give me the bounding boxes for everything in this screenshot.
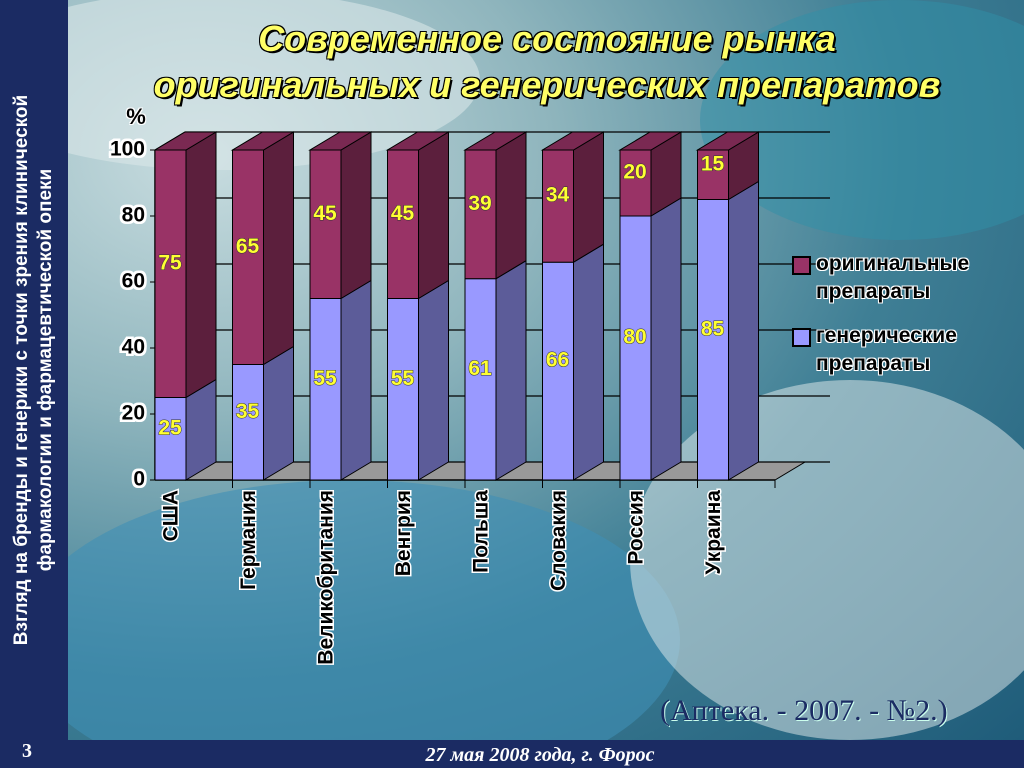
bar xyxy=(232,149,264,365)
footer-bar xyxy=(0,740,1024,768)
bar-side xyxy=(573,243,604,481)
bar xyxy=(619,149,652,217)
data-label: 15 xyxy=(701,152,725,175)
x-tick-label: Россия xyxy=(625,490,648,565)
bar xyxy=(542,149,574,263)
source: (Аптека. - 2007. - №2.) xyxy=(660,694,948,727)
y-tick-label: 40 xyxy=(122,336,145,359)
bar-top xyxy=(695,131,761,151)
data-label: 45 xyxy=(313,202,337,225)
bar-side xyxy=(418,279,449,481)
x-tick-label: Германия xyxy=(237,490,260,590)
bar-side xyxy=(650,197,682,481)
data-label: 25 xyxy=(158,416,182,439)
bar-side xyxy=(573,131,604,264)
bar-top xyxy=(463,131,528,151)
data-label: 55 xyxy=(391,367,415,390)
bar-side xyxy=(340,279,372,481)
bar-top xyxy=(230,131,296,151)
bar xyxy=(154,149,187,398)
x-tick-label: Польша xyxy=(470,490,493,573)
y-axis-label: % xyxy=(126,104,146,129)
data-label: 66 xyxy=(546,349,569,372)
legend-label: генерические препараты xyxy=(816,324,957,375)
x-tick-label: Венгрия xyxy=(392,490,415,576)
legend-swatch xyxy=(792,256,811,275)
bar-side xyxy=(263,131,294,366)
bar xyxy=(309,149,342,299)
footer-text: 27 мая 2008 года, г. Форос xyxy=(425,744,655,766)
bar-top xyxy=(385,131,451,151)
bar-side xyxy=(728,180,759,481)
chart-title: Современное состояние рынка оригинальных… xyxy=(153,18,941,105)
bar-top xyxy=(618,131,683,151)
data-label: 20 xyxy=(623,161,646,184)
bar-top xyxy=(153,131,218,151)
legend-entry: оригинальные препараты xyxy=(792,250,1024,306)
slide-number: 3 xyxy=(22,740,32,762)
data-label: 55 xyxy=(313,367,337,390)
x-tick-label: США xyxy=(160,490,183,541)
bar-side xyxy=(418,131,449,300)
data-label: 85 xyxy=(701,317,725,340)
bar xyxy=(154,397,187,481)
bar-side xyxy=(185,131,217,399)
data-label: 35 xyxy=(236,400,260,423)
data-label: 45 xyxy=(391,202,415,225)
data-label: 34 xyxy=(546,184,570,207)
y-tick-label: 20 xyxy=(122,402,145,425)
legend-swatch xyxy=(792,328,811,347)
bar xyxy=(697,199,729,481)
y-tick-label: 60 xyxy=(122,270,145,293)
legend-label: оригинальные препараты xyxy=(816,252,970,303)
bar-side xyxy=(495,259,527,481)
bar-side xyxy=(263,345,294,481)
sidebar: Взгляд на бренды и генерики с точки зрен… xyxy=(0,0,68,740)
bar-side xyxy=(495,131,527,280)
bar-side xyxy=(340,131,372,300)
data-label: 39 xyxy=(468,192,491,215)
y-tick-label: 0 xyxy=(133,468,145,491)
bar xyxy=(387,149,419,299)
y-tick-label: 100 xyxy=(110,138,145,161)
data-label: 75 xyxy=(158,251,182,274)
data-label: 80 xyxy=(623,326,646,349)
bar-top xyxy=(308,131,373,151)
x-tick-label: Словакия xyxy=(547,490,570,591)
y-tick-label: 80 xyxy=(122,204,145,227)
legend-entry: генерические препараты xyxy=(792,322,1024,378)
bar xyxy=(464,278,497,481)
x-tick-label: Украина xyxy=(702,490,725,575)
data-label: 61 xyxy=(468,357,492,380)
bar-top xyxy=(540,131,606,151)
data-label: 65 xyxy=(236,235,260,258)
x-tick-label: Великобритания xyxy=(315,490,338,665)
bar xyxy=(387,298,419,481)
bar xyxy=(232,364,264,481)
bar xyxy=(542,261,574,481)
